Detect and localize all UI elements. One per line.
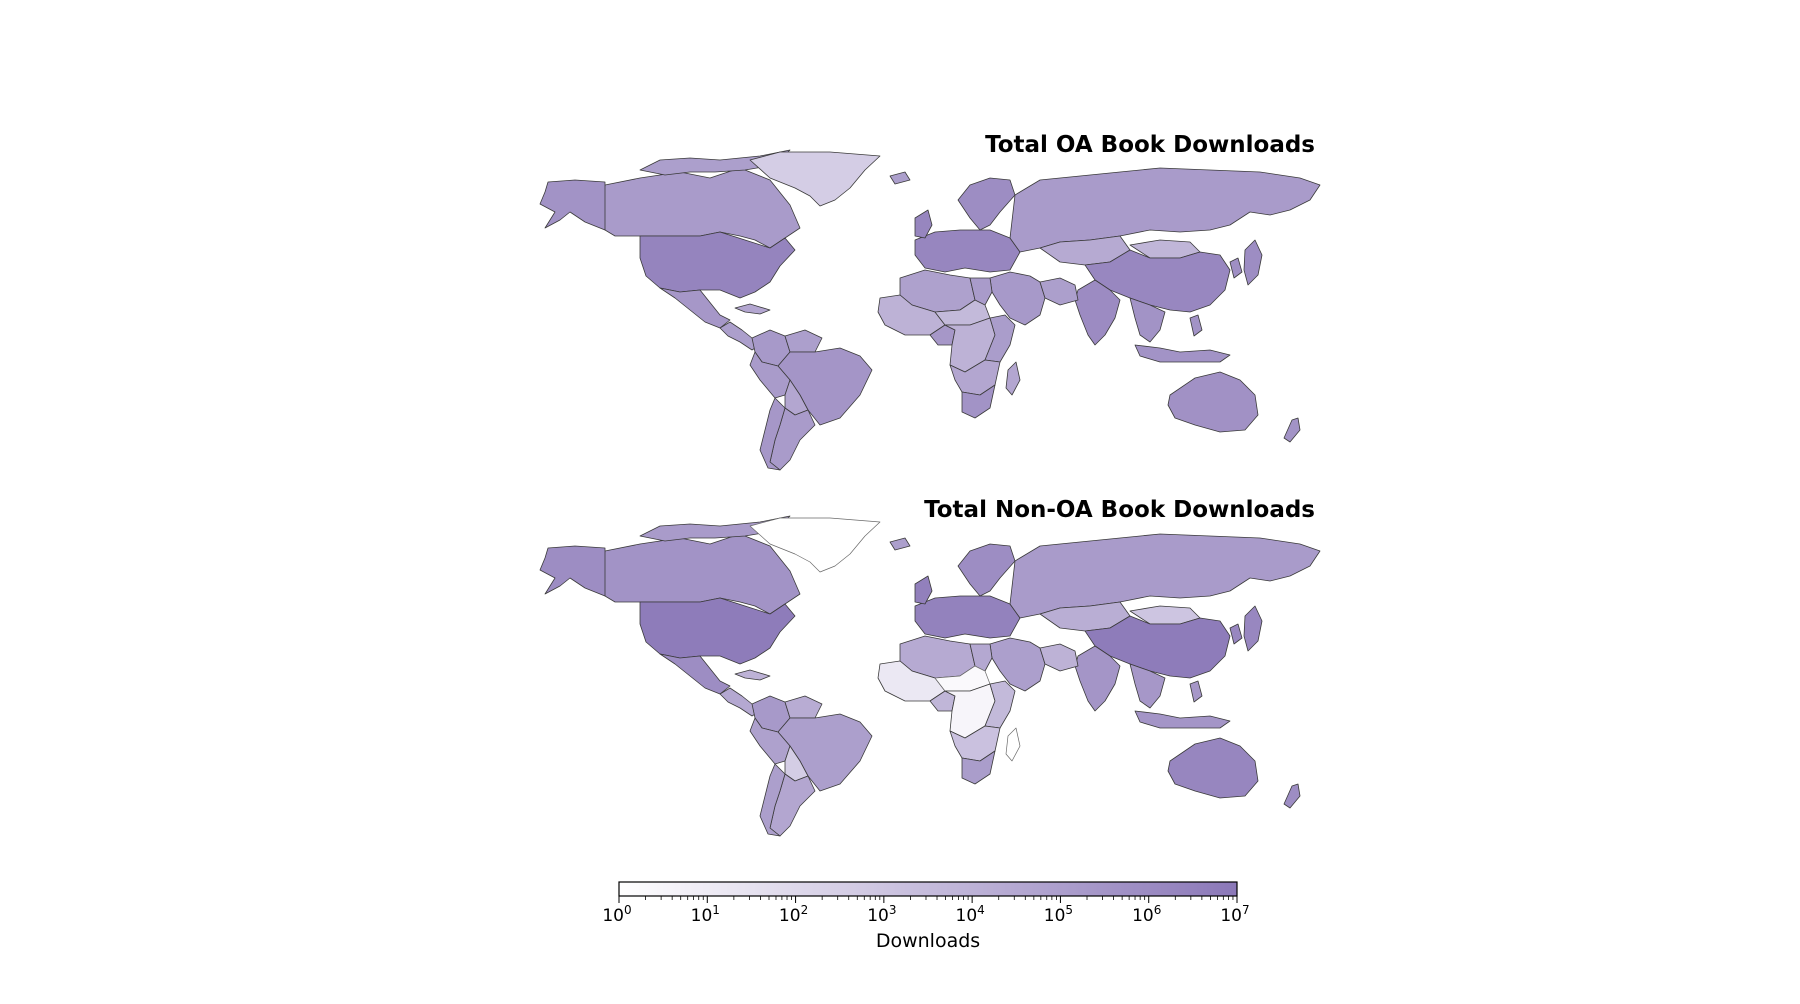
nonoa-region-canada xyxy=(599,533,801,615)
nonoa-region-iceland xyxy=(889,537,911,551)
nonoa-region-china xyxy=(1084,615,1231,679)
colorbar-tick-label: 105 xyxy=(1044,903,1073,926)
oa-region-russia xyxy=(1009,167,1321,253)
oa-region-indonesia xyxy=(1134,344,1231,363)
oa-region-canada xyxy=(599,167,801,249)
oa-region-new-zealand xyxy=(1283,417,1301,443)
oa-region-mexico xyxy=(659,287,731,329)
oa-region-western-europe xyxy=(914,229,1021,273)
colorbar-tick-label: 101 xyxy=(691,903,720,926)
colorbar-tick-label: 100 xyxy=(602,903,631,926)
oa-region-japan xyxy=(1243,239,1263,286)
non-oa-map-title: Total Non-OA Book Downloads xyxy=(924,497,1315,523)
nonoa-region-south-africa xyxy=(961,750,996,785)
oa-map-regions xyxy=(539,149,1321,471)
oa-region-chile xyxy=(759,397,786,471)
oa-region-south-africa xyxy=(961,384,996,419)
nonoa-region-middle-east xyxy=(989,637,1046,692)
nonoa-region-madagascar xyxy=(1005,727,1021,762)
oa-region-venezuela xyxy=(784,329,823,353)
colorbar-tick-label: 103 xyxy=(867,903,896,926)
oa-downloads-map: Total OA Book Downloads xyxy=(539,132,1321,471)
oa-map-title: Total OA Book Downloads xyxy=(985,132,1315,158)
colorbar-tick-label: 106 xyxy=(1132,903,1161,926)
oa-region-india xyxy=(1074,279,1121,346)
oa-region-united-states xyxy=(639,231,796,299)
oa-region-alaska xyxy=(539,179,606,231)
nonoa-region-iran xyxy=(1039,643,1079,672)
colorbar-ticks: 100 101 102 103 104 105 106 107 xyxy=(602,896,1250,926)
colorbar-gradient xyxy=(618,881,1238,897)
nonoa-region-united-states xyxy=(639,597,796,665)
nonoa-region-greenland xyxy=(749,517,881,573)
nonoa-region-korea xyxy=(1229,623,1243,645)
nonoa-region-japan xyxy=(1243,605,1263,652)
oa-region-southeast-asia xyxy=(1129,297,1166,343)
oa-region-east-africa xyxy=(984,314,1016,363)
oa-region-australia xyxy=(1167,371,1259,433)
oa-region-scandinavia xyxy=(957,177,1016,231)
nonoa-region-india xyxy=(1074,645,1121,712)
nonoa-region-russia xyxy=(1009,533,1321,619)
nonoa-region-southeast-asia xyxy=(1129,663,1166,709)
non-oa-downloads-map: Total Non-OA Book Downloads xyxy=(539,497,1321,837)
nonoa-region-united-kingdom xyxy=(914,575,933,605)
non-oa-map-regions xyxy=(539,515,1321,837)
nonoa-region-new-zealand xyxy=(1283,783,1301,809)
oa-region-china xyxy=(1084,249,1231,313)
nonoa-region-scandinavia xyxy=(957,543,1016,597)
nonoa-region-indonesia xyxy=(1134,710,1231,729)
nonoa-region-chile xyxy=(759,763,786,837)
nonoa-region-cuba xyxy=(734,669,771,681)
nonoa-region-australia xyxy=(1167,737,1259,799)
oa-region-cuba xyxy=(734,303,771,315)
oa-region-iceland xyxy=(889,171,911,185)
nonoa-region-philippines xyxy=(1189,680,1203,703)
oa-region-iran xyxy=(1039,277,1079,306)
oa-region-middle-east xyxy=(989,271,1046,326)
oa-region-madagascar xyxy=(1005,361,1021,396)
nonoa-region-venezuela xyxy=(784,695,823,719)
oa-region-united-kingdom xyxy=(914,209,933,239)
oa-region-philippines xyxy=(1189,314,1203,337)
colorbar-tick-label: 104 xyxy=(956,903,985,926)
colorbar-tick-label: 107 xyxy=(1220,903,1249,926)
nonoa-region-alaska xyxy=(539,545,606,597)
colorbar: 100 101 102 103 104 105 106 107 Downloads xyxy=(602,881,1250,952)
oa-region-korea xyxy=(1229,257,1243,279)
colorbar-tick-label: 102 xyxy=(779,903,808,926)
nonoa-region-western-europe xyxy=(914,595,1021,639)
colorbar-label: Downloads xyxy=(876,930,980,952)
nonoa-region-east-africa xyxy=(984,680,1016,729)
nonoa-region-mexico xyxy=(659,653,731,695)
oa-region-greenland xyxy=(749,151,881,207)
